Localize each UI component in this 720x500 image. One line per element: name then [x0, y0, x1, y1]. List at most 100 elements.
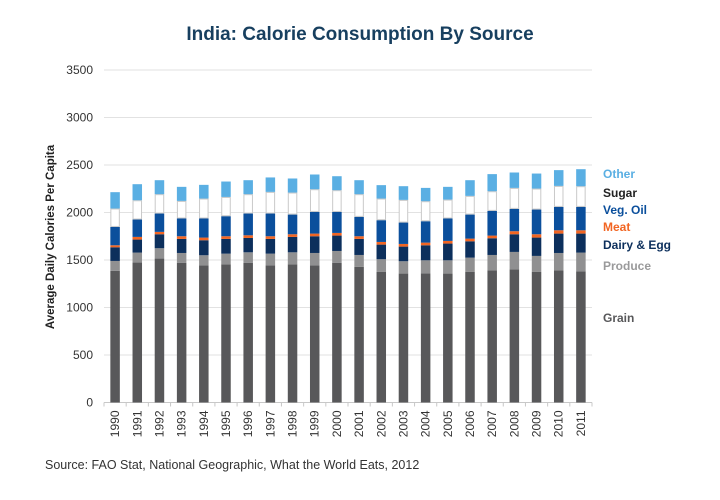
bar-segment-other — [287, 178, 298, 193]
bar-segment-sugar — [420, 201, 431, 222]
bar-segment-veg-oil — [132, 219, 143, 237]
bar-segment-sugar — [287, 192, 298, 215]
bar-segment-other — [176, 186, 187, 201]
bar-segment-meat — [199, 237, 209, 241]
bar-segment-produce — [509, 251, 520, 270]
x-tick-label: 1999 — [308, 410, 322, 437]
bar-segment-produce — [487, 254, 497, 271]
bar-segment-produce — [465, 257, 475, 272]
bar-segment-dairy-egg — [576, 233, 586, 253]
bar-segment-dairy-egg — [243, 237, 253, 253]
bar-segment-sugar — [243, 194, 253, 214]
bar-stack-1990 — [110, 192, 120, 403]
x-tick-label: 2010 — [552, 410, 566, 437]
bar-segment-meat — [354, 236, 364, 239]
x-tick-label: 1991 — [130, 410, 144, 437]
x-tick-label: 2003 — [396, 410, 410, 437]
bar-segment-dairy-egg — [221, 238, 231, 254]
bar-segment-dairy-egg — [443, 243, 453, 261]
bar-segment-produce — [398, 261, 409, 274]
bar-segment-meat — [332, 232, 342, 236]
bar-segment-sugar — [531, 188, 542, 210]
bar-segment-veg-oil — [465, 214, 475, 239]
bar-segment-other — [465, 180, 475, 196]
y-tick-label: 500 — [73, 348, 93, 362]
x-tick-label: 2002 — [374, 410, 388, 437]
bar-segment-grain — [199, 265, 209, 403]
legend-item-meat: Meat — [603, 220, 630, 234]
bar-segment-dairy-egg — [265, 238, 276, 254]
bar-segment-grain — [176, 262, 187, 403]
y-tick-label: 1000 — [66, 301, 93, 315]
bar-stack-2008 — [509, 172, 520, 403]
bar-segment-veg-oil — [287, 214, 298, 235]
bar-segment-other — [221, 181, 231, 197]
x-tick-label: 1992 — [152, 410, 166, 437]
bar-segment-sugar — [199, 198, 209, 219]
bar-segment-produce — [354, 254, 364, 267]
bar-segment-dairy-egg — [465, 241, 475, 258]
bar-segment-meat — [132, 236, 143, 240]
bar-segment-meat — [553, 230, 564, 234]
bar-segment-grain — [531, 271, 542, 403]
bar-segment-other — [398, 186, 409, 200]
bar-stack-2010 — [553, 170, 564, 403]
bar-segment-meat — [487, 235, 497, 239]
bar-segment-dairy-egg — [354, 238, 364, 255]
bar-segment-dairy-egg — [132, 239, 143, 253]
bar-stack-1995 — [221, 181, 231, 403]
bar-segment-sugar — [332, 190, 342, 212]
bar-segment-sugar — [398, 199, 409, 223]
bar-stack-2003 — [398, 186, 409, 403]
bar-stack-2011 — [576, 169, 586, 403]
bar-segment-meat — [110, 245, 120, 248]
bar-segment-produce — [176, 252, 187, 263]
bar-segment-sugar — [221, 196, 231, 217]
bar-segment-sugar — [354, 194, 364, 217]
bar-segment-grain — [243, 262, 253, 403]
bar-segment-other — [332, 176, 342, 191]
bar-stack-1996 — [243, 180, 253, 403]
x-tick-label: 1993 — [175, 410, 189, 437]
bar-segment-meat — [309, 233, 320, 237]
bar-segment-other — [487, 174, 497, 192]
bar-stack-1994 — [199, 184, 209, 403]
bar-segment-produce — [443, 260, 453, 274]
x-axis: 1990 1991 1992 1993 1994 1995 1996 1997 1998 1999… — [103, 402, 593, 437]
legend-item-produce: Produce — [603, 259, 651, 273]
x-tick-label: 2006 — [463, 410, 477, 437]
x-tick-label: 1996 — [241, 410, 255, 437]
x-tick-label: 1995 — [219, 410, 233, 437]
bar-segment-grain — [309, 265, 320, 403]
bar-segment-produce — [243, 252, 253, 263]
bar-segment-produce — [199, 255, 209, 266]
bar-segment-dairy-egg — [398, 246, 409, 262]
bar-segment-sugar — [154, 194, 165, 214]
bar-segment-grain — [576, 271, 586, 403]
y-tick-label: 3000 — [66, 111, 93, 125]
bar-segment-grain — [553, 270, 564, 403]
bar-segment-veg-oil — [487, 210, 497, 236]
source-note: Source: FAO Stat, National Geographic, W… — [45, 458, 420, 472]
bar-segment-produce — [576, 252, 586, 272]
bar-segment-grain — [110, 270, 120, 403]
bar-segment-produce — [154, 248, 165, 259]
bar-segment-sugar — [110, 208, 120, 227]
bar-segment-other — [154, 180, 165, 195]
bar-segment-dairy-egg — [509, 234, 520, 252]
bar-segment-produce — [309, 252, 320, 266]
bar-segment-grain — [420, 273, 431, 403]
bar-segment-other — [531, 173, 542, 189]
bar-segment-meat — [243, 235, 253, 238]
bar-segment-veg-oil — [332, 211, 342, 233]
x-tick-label: 1998 — [286, 410, 300, 437]
bar-segment-dairy-egg — [154, 234, 165, 249]
bar-segment-other — [509, 172, 520, 188]
bar-segment-dairy-egg — [420, 245, 431, 261]
bar-segment-produce — [420, 260, 431, 274]
bars — [110, 169, 586, 403]
bar-segment-grain — [354, 266, 364, 403]
bar-segment-veg-oil — [354, 216, 364, 237]
bar-segment-grain — [487, 270, 497, 403]
